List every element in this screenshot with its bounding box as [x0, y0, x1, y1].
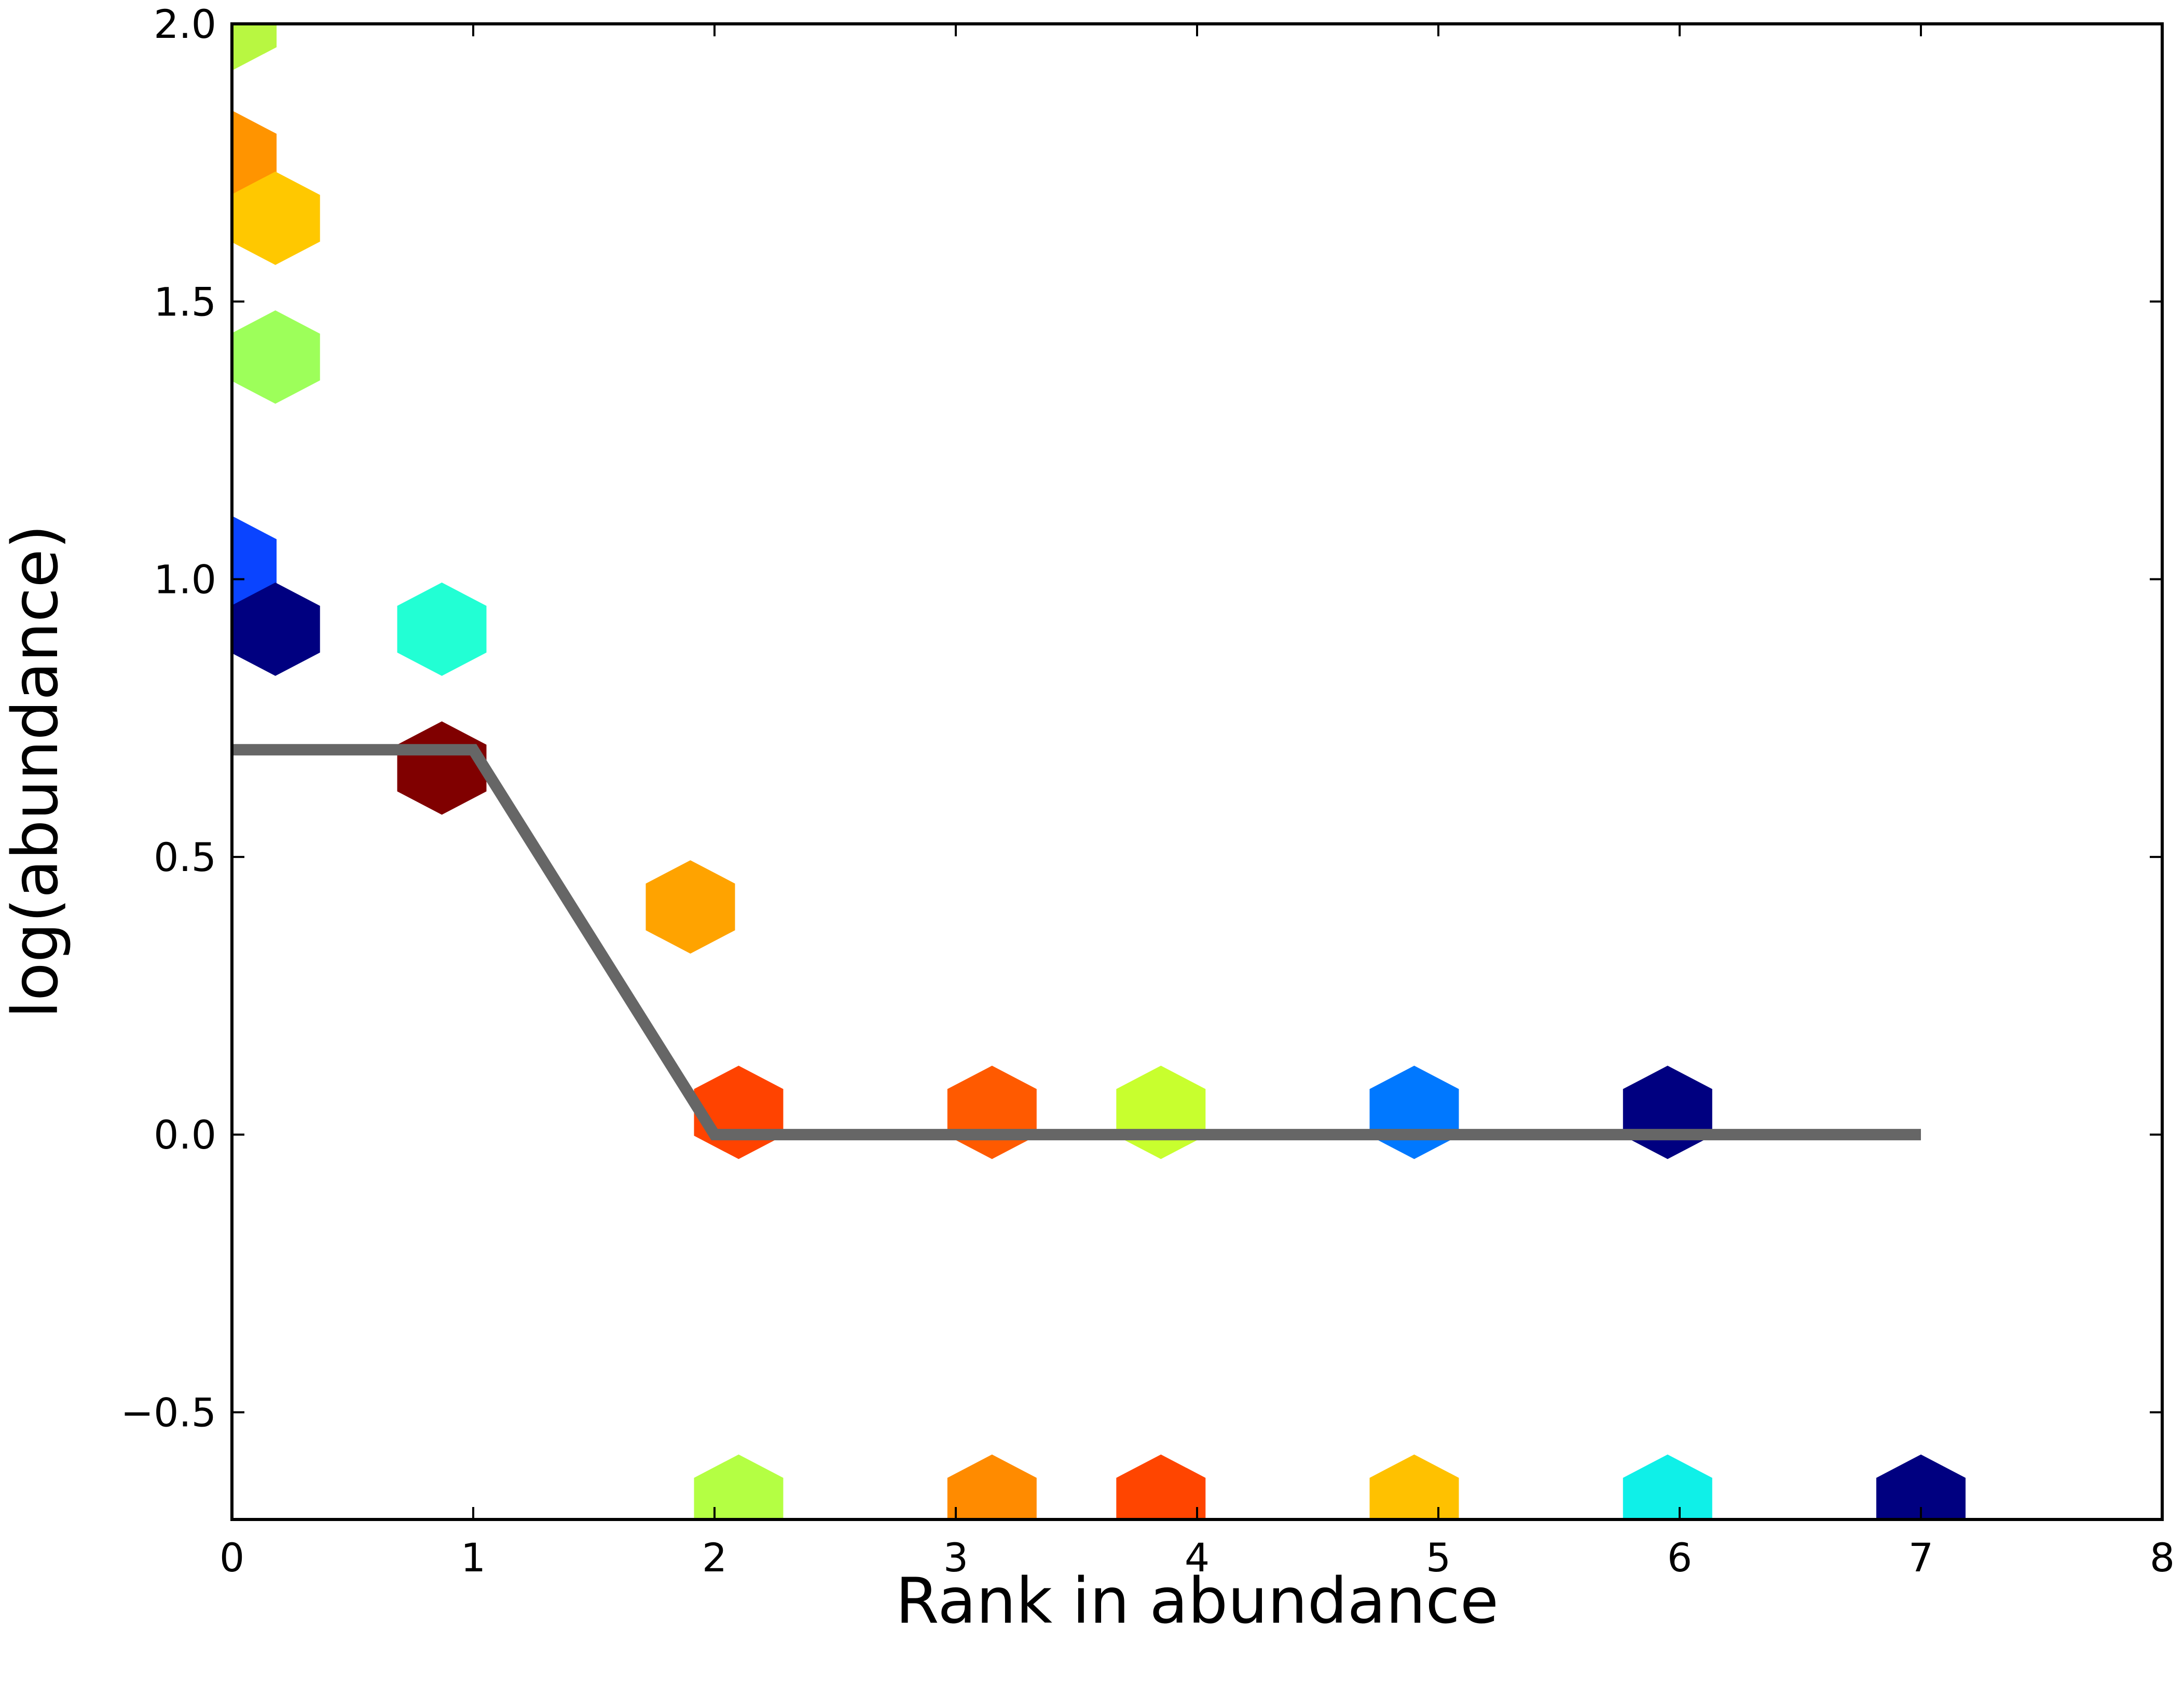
x-tick-label: 4 — [1185, 1535, 1210, 1581]
axis-ticks: 0 1 2 3 4 5 6 7 8 −0.5 0.0 0.5 1.0 1.5 2.0 — [120, 1, 2175, 1581]
hexagon-point-19 — [1876, 1454, 1966, 1519]
hexagon-point-15 — [947, 1454, 1037, 1519]
y-tick-label: 1.0 — [154, 557, 216, 603]
y-tick-label: 0.0 — [154, 1112, 216, 1158]
fit-line-layer — [232, 744, 1921, 1141]
hexagon-point-4 — [232, 516, 277, 610]
y-tick-label: 1.5 — [154, 279, 216, 325]
x-tick-label: 1 — [461, 1535, 486, 1581]
y-axis-title: log(abundance) — [0, 524, 72, 1018]
hexagon-point-2 — [232, 171, 320, 265]
hexagon-point-17 — [1369, 1454, 1459, 1519]
plot-frame — [230, 22, 2164, 1521]
x-axis-title: Rank in abundance — [896, 1565, 1499, 1638]
hexagon-point-0 — [232, 24, 277, 71]
hexagon-point-16 — [1116, 1454, 1206, 1519]
x-tick-label: 2 — [702, 1535, 727, 1581]
hexagon-point-3 — [232, 310, 320, 404]
hexagon-point-14 — [694, 1454, 784, 1519]
x-tick-label: 7 — [1908, 1535, 1933, 1581]
x-tick-label: 3 — [943, 1535, 968, 1581]
y-tick-label: 2.0 — [154, 1, 216, 47]
x-tick-label: 0 — [219, 1535, 244, 1581]
hexagon-point-6 — [397, 582, 487, 676]
x-tick-label: 6 — [1667, 1535, 1692, 1581]
fit-line — [232, 744, 1921, 1141]
x-tick-label: 5 — [1426, 1535, 1451, 1581]
x-tick-label: 8 — [2150, 1535, 2175, 1581]
y-tick-label: −0.5 — [120, 1389, 216, 1435]
y-tick-label: 0.5 — [154, 834, 216, 880]
hexagon-point-18 — [1623, 1454, 1712, 1519]
hexagon-point-5 — [232, 582, 320, 676]
hexagon-point-8 — [645, 860, 735, 954]
